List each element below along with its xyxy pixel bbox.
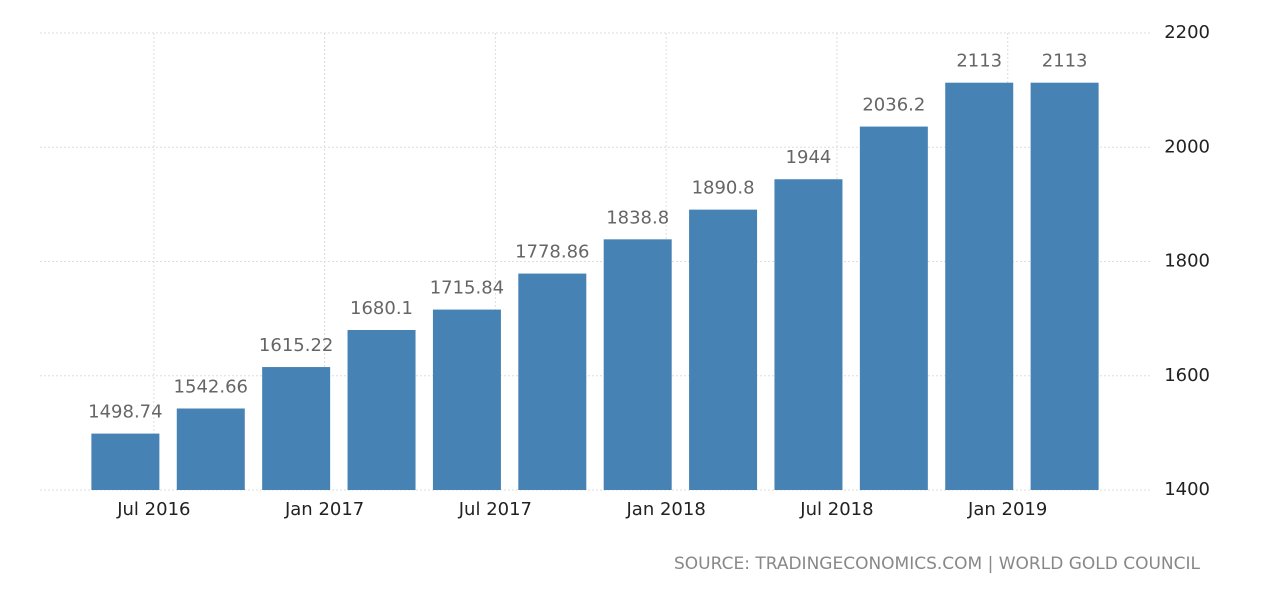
value-label: 1890.8: [692, 178, 755, 199]
y-tick-label: 1800: [1164, 251, 1210, 272]
source: SOURCE: TRADINGECONOMICS.COM | WORLD GOL…: [674, 554, 1201, 574]
bar: [774, 179, 843, 491]
bar: [518, 273, 587, 490]
y-tick-label: 1400: [1164, 479, 1210, 500]
value-label: 2113: [956, 51, 1002, 72]
bar: [432, 309, 501, 490]
bar: [347, 329, 416, 490]
x-tick-label: Jul 2018: [799, 499, 873, 520]
value-label: 1680.1: [350, 298, 413, 319]
bar: [689, 209, 758, 490]
value-label: 1615.22: [259, 335, 333, 356]
bar: [859, 126, 928, 491]
y-tick-label: 1600: [1164, 365, 1210, 386]
value-label: 1838.8: [606, 207, 669, 228]
bar: [176, 408, 245, 490]
y-tick-label: 2000: [1164, 136, 1210, 157]
x-tick-label: Jan 2019: [967, 499, 1047, 520]
x-tick-label: Jul 2016: [116, 499, 190, 520]
value-label: 1778.86: [515, 242, 589, 263]
x-tick-label: Jan 2018: [626, 499, 706, 520]
x-tick-label: Jul 2017: [458, 499, 532, 520]
value-label: 1715.84: [430, 278, 504, 299]
bar: [945, 82, 1014, 490]
bar: [91, 433, 160, 490]
y-tick-label: 2200: [1164, 22, 1210, 43]
value-label: 2113: [1042, 51, 1088, 72]
value-label: 2036.2: [862, 95, 925, 116]
x-tick-label: Jan 2017: [284, 499, 364, 520]
bar: [603, 239, 672, 490]
value-label: 1944: [786, 147, 832, 168]
bar: [1030, 82, 1099, 490]
bar: [262, 367, 331, 490]
value-label: 1542.66: [174, 377, 248, 398]
value-label: 1498.74: [88, 402, 162, 423]
